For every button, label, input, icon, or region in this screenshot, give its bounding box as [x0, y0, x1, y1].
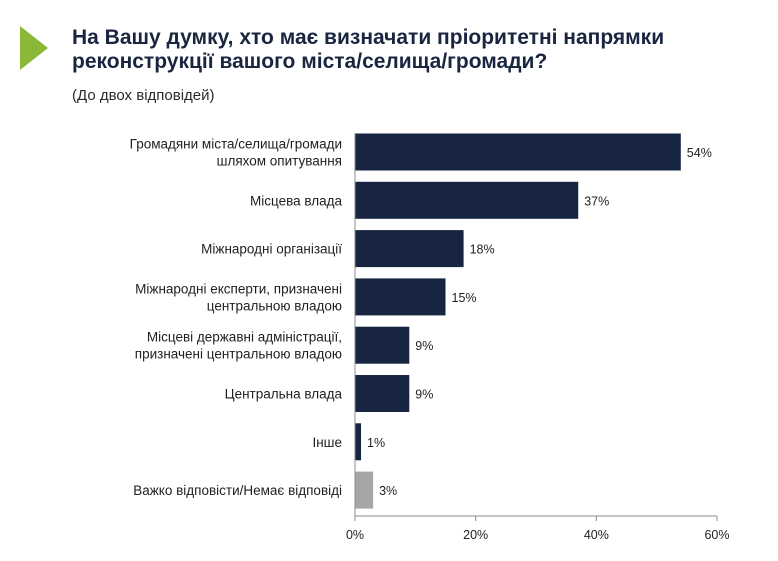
value-label-3: 15%	[452, 291, 477, 305]
play-arrow-icon	[20, 26, 48, 70]
value-label-2: 18%	[470, 243, 495, 257]
category-label-1: Місцева влада	[250, 193, 342, 208]
chart-title-line-1: На Вашу думку, хто має визначати пріорит…	[72, 26, 665, 49]
x-tick-label-2: 40%	[584, 528, 609, 542]
bar-3	[355, 278, 446, 316]
bar-4	[355, 326, 410, 364]
value-label-0: 54%	[687, 146, 712, 160]
bar-5	[355, 375, 410, 412]
value-label-4: 9%	[415, 339, 433, 353]
category-label-4: Місцеві державні адміністрації, призначен…	[135, 330, 342, 362]
chart-title: На Вашу думку, хто має визначати пріорит…	[72, 26, 772, 74]
category-label-6: Інше	[312, 435, 342, 450]
category-label-2: Міжнародні організації	[201, 242, 342, 257]
bar-2	[355, 230, 464, 268]
chart-subtitle: (До двох відповідей)	[72, 87, 215, 104]
bar-0	[355, 133, 681, 171]
bar-7	[355, 471, 374, 509]
x-tick-label-1: 20%	[463, 528, 488, 542]
value-label-6: 1%	[367, 436, 385, 450]
value-label-1: 37%	[584, 194, 609, 208]
bar-6	[355, 423, 362, 461]
chart-title-line-2: реконструкції вашого міста/селища/громад…	[72, 50, 548, 73]
category-label-5: Центральна влада	[225, 387, 343, 402]
value-label-7: 3%	[379, 484, 397, 498]
value-label-5: 9%	[415, 388, 433, 402]
x-tick-label-0: 0%	[346, 528, 364, 542]
category-label-7: Важко відповісти/Немає відповіді	[133, 483, 342, 498]
category-label-0: Громадяни міста/селища/громади шляхом опи…	[130, 137, 342, 169]
x-tick-label-3: 60%	[704, 528, 729, 542]
bar-1	[355, 181, 579, 219]
category-label-3: Міжнародні експерти, призначені центральн…	[135, 281, 342, 313]
